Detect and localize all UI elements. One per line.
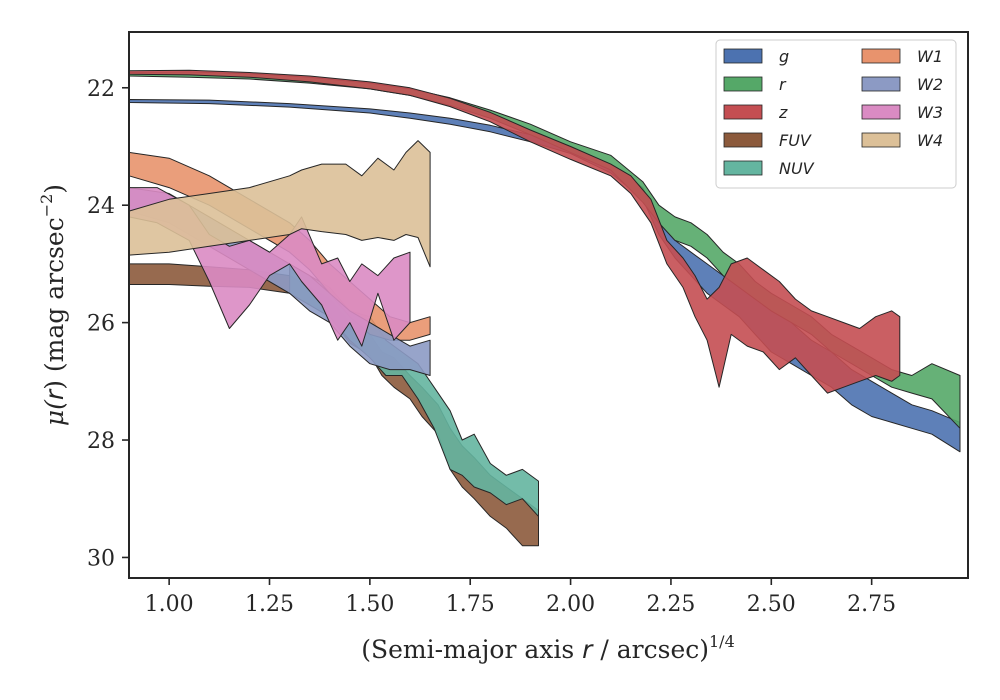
legend-label-g: g — [779, 47, 789, 66]
y-axis-label-unit: ) (mag arcsec — [40, 217, 69, 390]
legend-label-nuv: NUV — [779, 159, 815, 178]
legend: grz FUV NUV W1 W2 W3 W4 — [715, 39, 957, 189]
x-tick-label: 1.00 — [145, 592, 194, 617]
y-tick-label: 30 — [87, 546, 115, 571]
legend-label-w2: W2 — [917, 75, 943, 94]
x-tick-label: 2.00 — [546, 592, 595, 617]
y-tick-label: 24 — [87, 194, 115, 219]
x-axis-label-variable: r — [582, 635, 594, 664]
x-tick-label: 1.50 — [345, 592, 394, 617]
x-tick-label: 1.25 — [245, 592, 294, 617]
y-tick-label: 22 — [87, 77, 115, 102]
x-axis-label: (Semi-major axis r / arcsec)1/4 — [361, 632, 735, 664]
series-band-w4 — [128, 140, 431, 268]
x-tick-label: 1.75 — [446, 592, 495, 617]
y-axis-label-main: μ( — [40, 399, 69, 426]
plot-frame — [128, 31, 969, 579]
legend-swatch-fuv — [723, 132, 763, 148]
legend-swatch-w3 — [861, 104, 901, 120]
y-axis-label: μ(r) (mag arcsec−2) — [37, 184, 69, 426]
y-axis-label-close: ) — [40, 184, 69, 194]
x-tick-label: 2.50 — [747, 592, 796, 617]
tick-layer: 1.00 1.25 1.50 1.75 2.00 2.25 2.50 2.75 22 24 26 28… — [87, 77, 896, 617]
legend-swatch-w4 — [861, 132, 901, 148]
y-tick-label: 26 — [87, 312, 115, 337]
x-axis-label-main: (Semi-major axis — [361, 635, 582, 664]
x-tick-label: 2.25 — [646, 592, 695, 617]
legend-label-r: r — [779, 75, 787, 94]
legend-label-w4: W4 — [917, 131, 943, 150]
series-layer — [128, 69, 961, 547]
legend-swatch-w1 — [861, 48, 901, 64]
legend-swatch-w2 — [861, 76, 901, 92]
y-axis-label-exponent: −2 — [37, 194, 56, 218]
x-axis-label-exponent: 1/4 — [709, 632, 735, 651]
legend-label-w3: W3 — [917, 103, 943, 122]
series-band-z — [128, 69, 901, 394]
legend-swatch-r — [723, 76, 763, 92]
legend-swatch-g — [723, 48, 763, 64]
legend-label-w1: W1 — [917, 47, 943, 66]
legend-swatch-z — [723, 104, 763, 120]
x-tick-label: 2.75 — [847, 592, 896, 617]
y-axis-label-variable: r — [40, 388, 69, 400]
legend-swatch-nuv — [723, 160, 763, 176]
x-axis-label-unit: / arcsec) — [592, 635, 709, 664]
legend-label-z: z — [778, 103, 788, 122]
y-tick-label: 28 — [87, 429, 115, 454]
legend-label-fuv: FUV — [779, 131, 812, 150]
